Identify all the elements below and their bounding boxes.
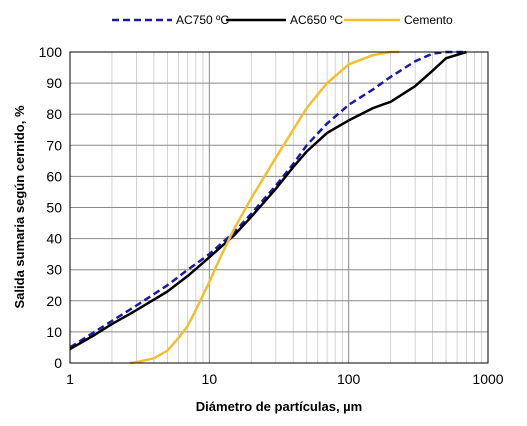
x-axis-title: Diámetro de partículas, µm xyxy=(196,399,362,414)
x-tick-label: 1000 xyxy=(472,371,503,387)
y-tick-label: 50 xyxy=(46,200,62,216)
y-axis-tick-labels: 0 10 20 30 40 50 60 70 80 90 100 xyxy=(39,44,63,371)
series-line-1 xyxy=(69,50,467,349)
y-tick-label: 70 xyxy=(46,137,62,153)
y-tick-label: 0 xyxy=(54,355,62,371)
x-axis-tick-labels: 1 10 100 1000 xyxy=(66,371,504,387)
series-line-2 xyxy=(69,50,467,351)
y-tick-label: 60 xyxy=(46,168,62,184)
legend-label-3: Cemento xyxy=(404,13,453,27)
legend-label-1: AC750 ºC xyxy=(176,13,229,27)
y-tick-label: 30 xyxy=(46,262,62,278)
y-tick-label: 40 xyxy=(46,231,62,247)
x-tick-label: 10 xyxy=(202,371,218,387)
y-tick-label: 20 xyxy=(46,293,62,309)
x-tick-label: 100 xyxy=(337,371,361,387)
major-gridlines xyxy=(69,51,489,364)
series-lines xyxy=(69,50,467,365)
y-tick-label: 10 xyxy=(46,324,62,340)
y-tick-label: 80 xyxy=(46,106,62,122)
y-tick-label: 90 xyxy=(46,75,62,91)
legend: AC750 ºC AC650 ºC Cemento xyxy=(112,13,453,27)
plot-area-frame xyxy=(69,51,489,364)
legend-label-2: AC650 ºC xyxy=(290,13,343,27)
y-tick-label: 100 xyxy=(39,44,63,60)
series-line-3 xyxy=(129,50,400,365)
y-axis-title: Salida sumaria según cernido, % xyxy=(12,105,27,308)
x-tick-label: 1 xyxy=(66,371,74,387)
